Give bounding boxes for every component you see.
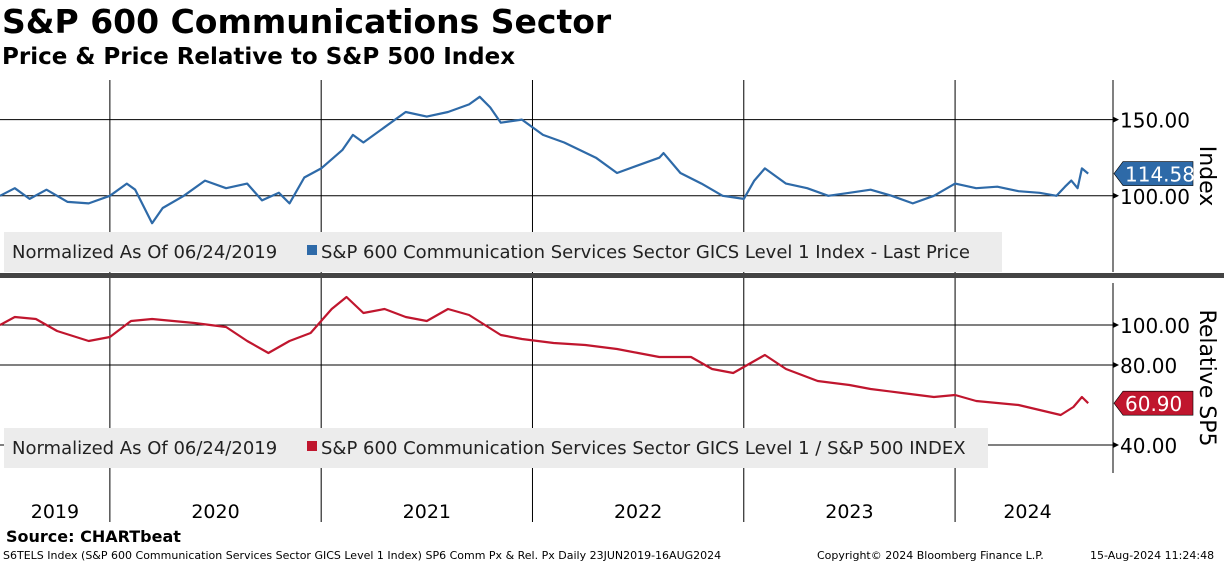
series-line — [0, 95, 1089, 225]
tick-arrow — [1113, 362, 1119, 368]
y-tick-label: 40.00 — [1120, 434, 1177, 458]
legend-swatch — [307, 441, 317, 451]
series-line — [0, 295, 1089, 417]
tick-arrow — [1113, 442, 1119, 448]
legend-swatch — [307, 245, 317, 255]
tick-arrow — [1113, 116, 1119, 123]
chart-subtitle: Price & Price Relative to S&P 500 Index — [2, 44, 516, 70]
legend-label: S&P 600 Communication Services Sector GI… — [321, 438, 966, 459]
x-tick-label: 2024 — [1003, 501, 1051, 523]
last-value-label: 114.58 — [1125, 163, 1195, 187]
footer-copyright: Copyright© 2024 Bloomberg Finance L.P. — [817, 549, 1044, 562]
x-tick-label: 2019 — [31, 501, 79, 523]
y-tick-label: 100.00 — [1120, 185, 1190, 209]
legend-prefix: Normalized As Of 06/24/2019 — [12, 242, 277, 263]
legend-box — [4, 232, 1002, 272]
last-value-label: 60.90 — [1125, 392, 1182, 416]
x-tick-label: 2022 — [614, 501, 662, 523]
tick-arrow — [1113, 322, 1119, 328]
panel-separator — [0, 273, 1224, 278]
y-tick-label: 150.00 — [1120, 109, 1190, 133]
source-label: Source: CHARTbeat — [6, 527, 181, 546]
y-tick-label: 80.00 — [1120, 354, 1177, 378]
x-tick-label: 2021 — [403, 501, 451, 523]
x-tick-label: 2023 — [825, 501, 873, 523]
y-axis-title: Index — [1194, 146, 1219, 207]
legend-box — [4, 428, 988, 468]
tick-arrow — [1113, 192, 1119, 199]
last-value-tag — [1113, 161, 1194, 186]
legend-prefix: Normalized As Of 06/24/2019 — [12, 438, 277, 459]
y-axis-title: Relative SP5 — [1194, 310, 1219, 447]
footer-timestamp: 15-Aug-2024 11:24:48 — [1090, 549, 1215, 562]
x-tick-label: 2020 — [191, 501, 239, 523]
chart-title: S&P 600 Communications Sector — [2, 2, 612, 41]
y-tick-label: 100.00 — [1120, 314, 1190, 338]
footer-description: S6TELS Index (S&P 600 Communication Serv… — [3, 549, 722, 562]
last-value-tag — [1113, 390, 1194, 416]
legend-label: S&P 600 Communication Services Sector GI… — [321, 242, 970, 263]
